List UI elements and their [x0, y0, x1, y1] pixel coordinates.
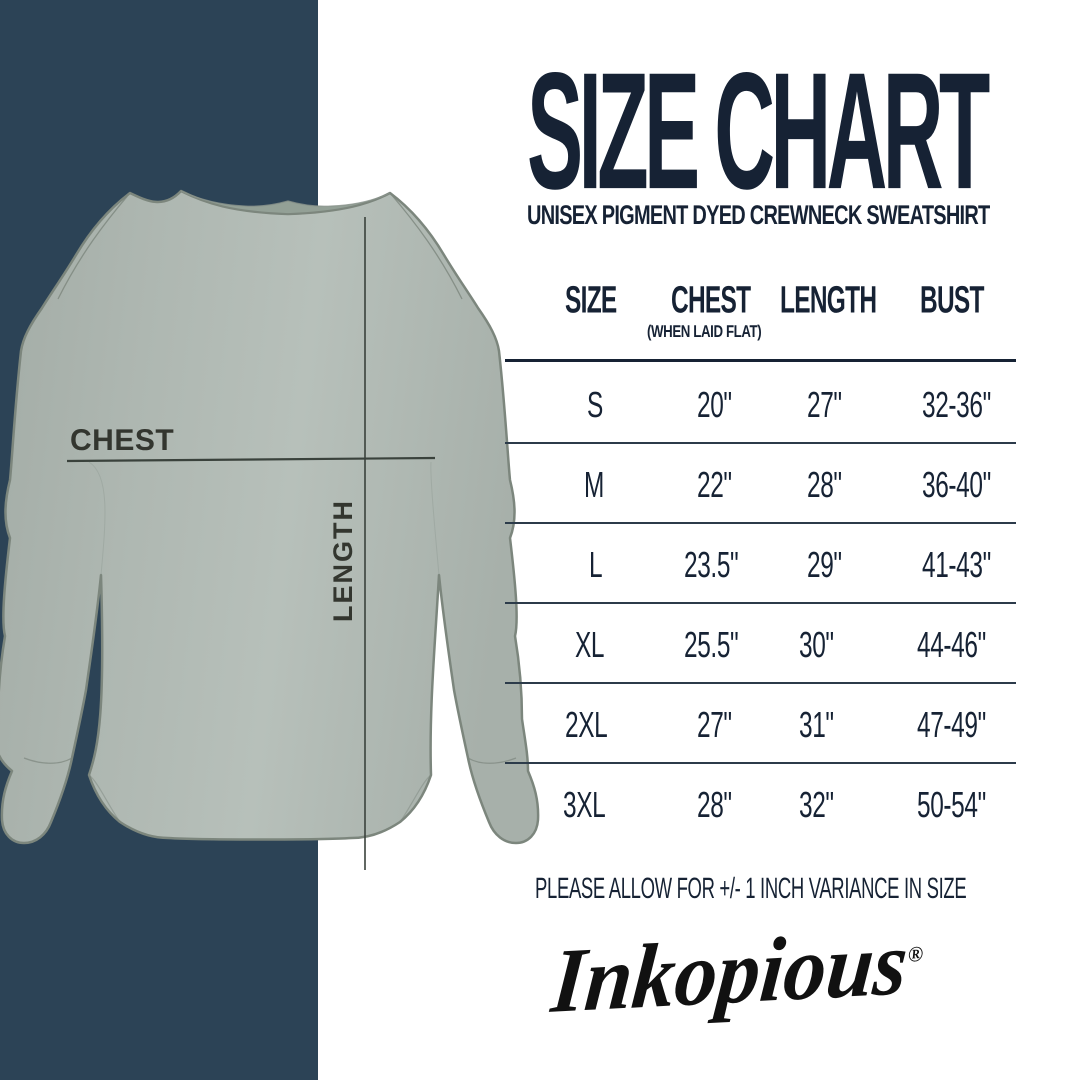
svg-text:CHEST: CHEST	[70, 424, 174, 457]
svg-text:LENGTH: LENGTH	[328, 499, 358, 622]
